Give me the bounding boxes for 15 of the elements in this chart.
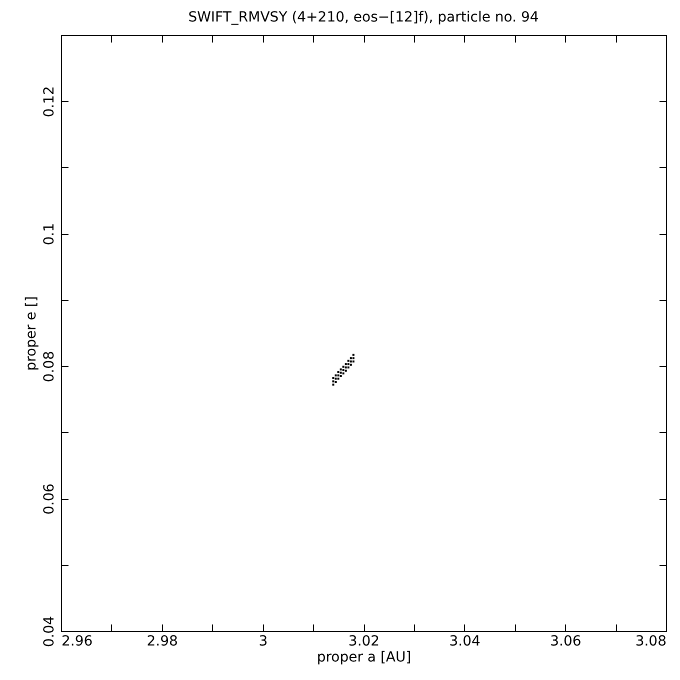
x-tick-label: 3.06	[550, 634, 582, 650]
y-tick-label: 0.04	[42, 616, 58, 648]
x-tick-label: 3.02	[348, 634, 380, 650]
x-tick-label: 2.96	[62, 634, 93, 650]
y-axis-title: proper e []	[24, 296, 40, 371]
y-tick-label: 0.1	[42, 223, 58, 246]
x-axis-title: proper a [AU]	[316, 650, 412, 666]
x-tick-label: 2.98	[146, 634, 178, 650]
y-tick-label: 0.06	[42, 483, 58, 515]
x-tick-label: 3.08	[635, 634, 666, 650]
y-tick-label: 0.08	[42, 351, 58, 382]
x-tick-label: 3	[258, 634, 268, 650]
x-tick-label: 3.04	[449, 634, 481, 650]
y-tick-label: 0.12	[42, 86, 58, 118]
chart-title: SWIFT_RMVSY (4+210, eos−[12]f), particle no. 94	[188, 10, 539, 26]
